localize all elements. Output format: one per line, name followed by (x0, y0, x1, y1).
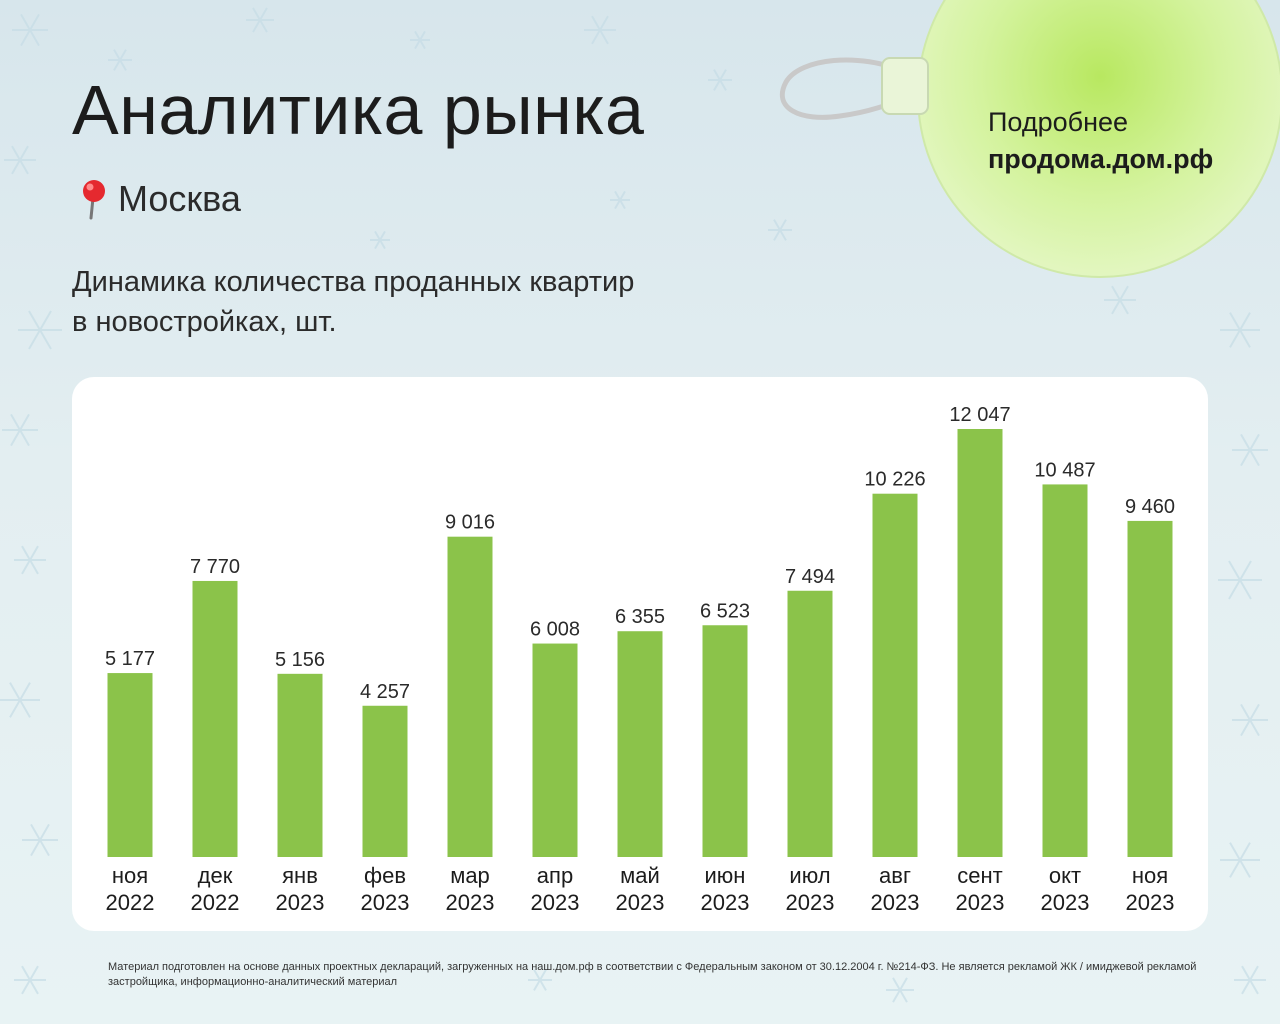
x-tick-month: ноя (1132, 863, 1168, 888)
data-label: 5 156 (275, 649, 325, 671)
snowflake-icon (108, 49, 132, 71)
snowflake-icon (1232, 703, 1268, 737)
x-tick-month: фев (364, 863, 406, 888)
x-tick-month: сент (957, 863, 1002, 888)
bar (192, 580, 238, 857)
bar (702, 625, 748, 857)
snowflake-icon (14, 965, 46, 995)
map-pin-icon (83, 180, 105, 220)
data-label: 7 494 (785, 566, 835, 588)
snowflake-icon (14, 545, 46, 575)
x-tick-year: 2023 (1041, 890, 1090, 915)
snowflake-icon (1220, 842, 1260, 878)
x-tick-year: 2023 (616, 890, 665, 915)
location-label: Москва (118, 178, 241, 219)
location: Москва (76, 178, 241, 220)
bar (872, 493, 918, 857)
snowflake-icon (410, 30, 430, 50)
x-tick-year: 2023 (531, 890, 580, 915)
x-tick-month: янв (282, 863, 318, 888)
snowflake-icon (886, 977, 914, 1003)
x-tick-month: июн (705, 863, 746, 888)
bar (1042, 484, 1088, 857)
x-tick-month: апр (537, 863, 573, 888)
x-tick-year: 2022 (106, 890, 155, 915)
x-tick-year: 2023 (786, 890, 835, 915)
snowflake-icon (708, 69, 732, 91)
data-label: 6 355 (615, 606, 665, 628)
snowflake-icon (1220, 312, 1260, 348)
page-title: Аналитика рынка (72, 71, 645, 149)
snowflake-icon (18, 310, 62, 350)
bar (362, 705, 408, 857)
x-tick-year: 2023 (361, 890, 410, 915)
christmas-ornament-icon (779, 0, 1280, 278)
snowflake-icon (528, 969, 552, 991)
snowflake-icon (22, 823, 58, 857)
promo-line-1: Подробнее (988, 107, 1129, 137)
bar (787, 590, 833, 857)
x-tick-month: июл (789, 863, 830, 888)
footnote: Материал подготовлен на основе данных пр… (108, 961, 1197, 988)
bar (1127, 520, 1173, 857)
bar (532, 643, 578, 857)
data-label: 4 257 (360, 681, 410, 703)
x-tick-year: 2023 (956, 890, 1005, 915)
data-label: 6 523 (700, 600, 750, 622)
data-label: 6 008 (530, 619, 580, 641)
x-tick-month: авг (879, 863, 911, 888)
data-label: 9 016 (445, 512, 495, 534)
chart-card: 5 177 ноя 2022 7 770 дек 2022 5 156 янв 2023 4 25… (72, 377, 1208, 931)
x-tick-year: 2023 (276, 890, 325, 915)
data-label: 10 226 (864, 469, 925, 491)
bar (447, 536, 493, 857)
snowflake-icon (1234, 965, 1266, 995)
snowflake-icon (1232, 433, 1268, 467)
data-label: 12 047 (949, 404, 1010, 426)
snowflake-icon (768, 219, 792, 241)
snowflake-icon (12, 13, 48, 47)
chart-subtitle: Динамика количества проданных квартир в … (72, 262, 772, 342)
data-label: 9 460 (1125, 496, 1175, 518)
snowflake-icon (1104, 285, 1136, 315)
x-tick-year: 2023 (701, 890, 750, 915)
x-tick-year: 2022 (191, 890, 240, 915)
x-tick-year: 2023 (1126, 890, 1175, 915)
snowflake-icon (246, 7, 274, 33)
bar (277, 673, 323, 857)
x-tick-month: окт (1049, 863, 1081, 888)
snowflake-icon (2, 413, 38, 447)
snowflake-icon (4, 145, 36, 175)
data-label: 10 487 (1034, 459, 1095, 481)
promo-block: Подробнее продома.дом.рф (988, 104, 1213, 178)
snowflake-icon (584, 15, 616, 45)
snowflake-icon (0, 682, 40, 718)
bar (617, 631, 663, 857)
snowflake-icon (370, 230, 390, 250)
bar (957, 429, 1003, 857)
x-tick-year: 2023 (871, 890, 920, 915)
data-label: 7 770 (190, 556, 240, 578)
x-tick-month: дек (198, 863, 233, 888)
data-label: 5 177 (105, 648, 155, 670)
promo-link[interactable]: продома.дом.рф (988, 144, 1214, 174)
x-tick-year: 2023 (446, 890, 495, 915)
x-tick-month: ноя (112, 863, 148, 888)
subtitle-line-1: Динамика количества проданных квартир (72, 266, 635, 298)
snowflake-icon (1218, 560, 1262, 600)
subtitle-line-2: в новостройках, шт. (72, 306, 337, 338)
x-tick-month: мар (450, 863, 490, 888)
x-tick-month: май (620, 863, 660, 888)
snowflake-icon (610, 190, 630, 210)
bar (107, 673, 153, 857)
